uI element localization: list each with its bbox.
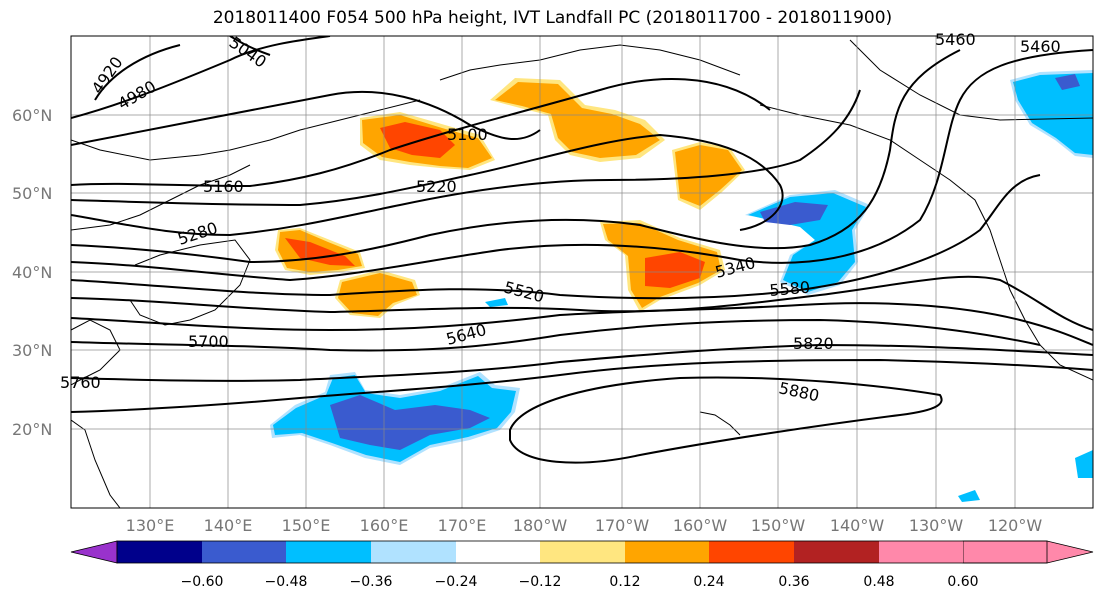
lon-tick-label: 150°E (282, 516, 331, 535)
negative-region-canada (1013, 73, 1093, 155)
lon-tick-label: 120°W (988, 516, 1043, 535)
colorbar-tick-label: 0.12 (609, 574, 640, 590)
contour-label: 5700 (188, 332, 229, 351)
negative-region-small (958, 490, 980, 502)
contour-4980 (71, 36, 331, 119)
contour-5460-a (71, 49, 1093, 282)
chart-title: 2018011400 F054 500 hPa height, IVT Land… (212, 8, 893, 28)
positive-region-kamchatka (380, 122, 455, 158)
lat-tick-label: 40°N (12, 263, 52, 282)
lon-tick-label: 130°W (909, 516, 964, 535)
lat-tick-label: 20°N (12, 420, 52, 439)
lat-tick-label: 30°N (12, 341, 52, 360)
contour-4920 (94, 44, 181, 101)
colorbar-segment (117, 541, 202, 563)
contour-5340 (71, 49, 961, 264)
lon-tick-label: 140°W (830, 516, 885, 535)
lon-tick-label: 170°W (595, 516, 650, 535)
colorbar-tick-label: −0.24 (435, 574, 478, 590)
colorbar-segment (709, 541, 794, 563)
positive-region-nwpac (338, 273, 417, 316)
positive-region-japan (285, 238, 355, 266)
colorbar-segment (286, 541, 371, 563)
colorbar-outline (116, 540, 1048, 564)
contour-5160 (71, 77, 771, 188)
colorbar-extend-max (962, 540, 1094, 564)
colorbar: −0.60 −0.48 −0.36 −0.24 −0.12 0.12 0.24 … (70, 540, 1094, 590)
contour-5700 (71, 318, 1041, 352)
colorbar-tick-label: 0.48 (863, 574, 894, 590)
colorbar-segment (794, 541, 879, 563)
colorbar-segment (202, 541, 286, 563)
lon-tick-label: 140°E (204, 516, 253, 535)
contour-label: 5460 (935, 30, 976, 49)
colorbar-segment (456, 541, 540, 563)
contour-5640 (71, 302, 1093, 346)
contour-5040 (229, 36, 271, 56)
negative-region-small (1075, 450, 1093, 478)
colorbar-tick-label: −0.60 (181, 574, 224, 590)
contour-label: 5460 (1020, 37, 1061, 56)
colorbar-extend-min (70, 540, 118, 564)
lon-tick-label: 160°E (360, 516, 409, 535)
lon-tick-label: 180°W (513, 516, 568, 535)
contour-5100 (71, 90, 541, 146)
negative-region-tropics (330, 395, 490, 450)
colorbar-tick-label: −0.48 (265, 574, 308, 590)
positive-region-alaska (495, 82, 660, 158)
lon-tick-label: 170°E (438, 516, 487, 535)
contour-label: 5760 (60, 373, 101, 392)
contour-label: 5820 (793, 334, 834, 353)
contour-5520 (71, 174, 1041, 300)
colorbar-tick-label: 0.60 (947, 574, 978, 590)
lon-tick-label: 160°W (673, 516, 728, 535)
colorbar-tick-label: 0.36 (778, 574, 809, 590)
colorbar-segment (540, 541, 625, 563)
negative-region-small (485, 298, 508, 307)
negative-region-gulf (760, 202, 828, 225)
colorbar-tick-label: −0.12 (519, 574, 562, 590)
contour-label: 5220 (416, 177, 457, 196)
contour-label: 5100 (447, 125, 488, 144)
negative-region-canada (1055, 74, 1080, 90)
colorbar-tick-label: −0.36 (350, 574, 393, 590)
colorbar-segment (879, 541, 963, 563)
longitude-labels: 130°E 140°E 150°E 160°E 170°E 180°W 170°… (126, 516, 1043, 535)
latitude-labels: 60°N 50°N 40°N 30°N 20°N (12, 106, 52, 439)
contour-5280 (71, 89, 861, 237)
lat-tick-label: 50°N (12, 184, 52, 203)
contour-5880 (509, 376, 943, 464)
contour-5220 (71, 133, 784, 231)
colorbar-tick-label: 0.24 (693, 574, 724, 590)
lon-tick-label: 130°E (126, 516, 175, 535)
height-contours (71, 36, 1093, 464)
contour-5760 (71, 343, 1093, 382)
contour-5820 (71, 358, 1093, 413)
colorbar-segment (625, 541, 709, 563)
lon-tick-label: 150°W (751, 516, 806, 535)
contour-label: 5160 (203, 177, 244, 196)
plot-frame (70, 35, 1094, 509)
lat-tick-label: 60°N (12, 106, 52, 125)
contour-label: 5580 (769, 278, 811, 300)
positive-region-central (645, 252, 705, 288)
colorbar-segment (371, 541, 456, 563)
